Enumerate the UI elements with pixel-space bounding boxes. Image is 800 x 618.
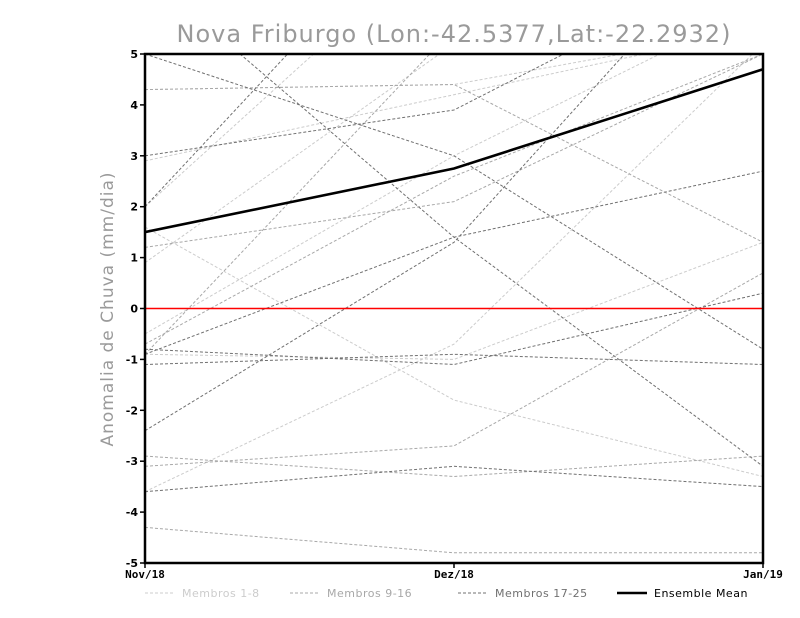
series-line-member [145, 292, 763, 366]
legend-label: Membros 9-16 [327, 587, 412, 600]
series-line-member [145, 54, 289, 208]
legend-label: Membros 17-25 [495, 587, 588, 600]
series-line-member [145, 455, 763, 478]
legend: Membros 1-8 Membros 9-16 Membros 17-25 Ense… [145, 587, 748, 600]
series-layer [145, 0, 763, 554]
y-tick-label: -4 [126, 506, 139, 519]
series-line-member [145, 54, 647, 162]
y-axis-label: Anomalia de Chuva (mm/dia) [98, 171, 118, 446]
series-line-member [145, 54, 754, 493]
chart-title: Nova Friburgo (Lon:-42.5377,Lat:-22.2932… [177, 20, 732, 48]
y-tick-label: -3 [126, 455, 138, 468]
y-tick-label: -2 [126, 404, 138, 417]
y-tick-label: 5 [130, 48, 138, 61]
series-line-member [145, 170, 763, 355]
series-line-member [145, 226, 763, 477]
y-tick-label: 0 [130, 303, 138, 316]
series-line-member [145, 54, 626, 432]
series-line-member [145, 54, 763, 345]
series-line-member [145, 241, 763, 360]
series-line-member [145, 54, 763, 248]
series-line-member [145, 83, 763, 243]
series-line-member [145, 465, 763, 493]
x-tick-label: Nov/18 [125, 568, 165, 581]
series-line-member [145, 353, 763, 365]
series-line-member [145, 54, 441, 264]
y-tick-label: 1 [130, 252, 138, 265]
legend-label: Membros 1-8 [182, 587, 260, 600]
series-line-member [145, 526, 763, 554]
series-line-member [239, 54, 763, 467]
x-tick-label: Jan/19 [743, 568, 783, 581]
y-tick-label: -5 [126, 557, 138, 570]
y-tick-label: 4 [130, 99, 138, 112]
series-line-member [145, 54, 431, 355]
y-tick-label: 3 [130, 150, 138, 163]
series-line-member [145, 0, 763, 13]
y-tick-label: -1 [126, 353, 138, 366]
y-tick-label: 2 [130, 201, 138, 214]
x-tick-label: Dez/18 [434, 568, 474, 581]
series-line-ensemble-mean [145, 68, 763, 234]
series-line-member [145, 54, 565, 157]
series-line-member [145, 54, 763, 350]
legend-label: Ensemble Mean [654, 587, 748, 600]
series-line-member [145, 272, 763, 467]
